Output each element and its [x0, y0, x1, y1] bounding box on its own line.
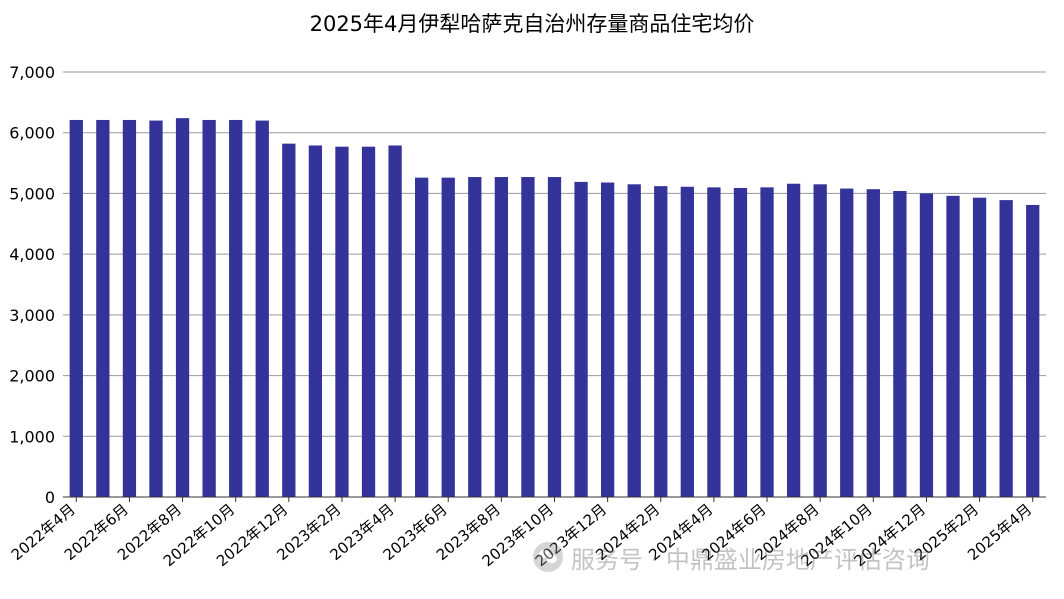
y-tick-label: 1,000 — [9, 427, 55, 446]
bar — [680, 186, 694, 497]
y-tick-label: 0 — [45, 488, 55, 507]
bar — [574, 181, 588, 497]
bar — [335, 146, 349, 497]
bars — [69, 118, 1040, 498]
axes — [63, 496, 1046, 502]
bar — [441, 177, 455, 497]
bar — [175, 118, 190, 498]
y-tick-label: 4,000 — [9, 245, 55, 264]
y-tick-label: 2,000 — [9, 367, 55, 386]
bar — [96, 119, 110, 497]
y-tick-label: 3,000 — [9, 306, 55, 325]
y-tick-labels: 0 1,000 2,000 3,000 4,000 5,000 6,000 7,000 — [9, 63, 55, 507]
bar — [282, 143, 296, 497]
y-tick-label: 7,000 — [9, 63, 55, 82]
bar — [919, 193, 934, 497]
watermark-text: 服务号 · 中鼎盛业房地产评估咨询 — [571, 545, 930, 574]
bar — [521, 177, 535, 498]
bar — [999, 200, 1013, 497]
bar — [255, 120, 269, 498]
bar — [308, 145, 323, 497]
chart-title: 2025年4月伊犁哈萨克自治州存量商品住宅均价 — [309, 12, 755, 36]
bar — [468, 177, 482, 498]
bar — [972, 197, 987, 497]
bar — [840, 188, 854, 498]
y-tick-label: 5,000 — [9, 184, 55, 203]
bar — [547, 177, 562, 498]
bar — [415, 177, 429, 497]
bar — [122, 119, 137, 497]
bar — [600, 182, 615, 497]
bar — [946, 195, 960, 497]
bar — [707, 187, 721, 497]
bar — [733, 187, 748, 497]
bar — [388, 145, 402, 497]
watermark: 服务号 · 中鼎盛业房地产评估咨询 — [533, 537, 1033, 577]
wechat-icon — [533, 542, 563, 572]
bar — [866, 189, 880, 497]
y-tick-label: 6,000 — [9, 124, 55, 143]
bar — [627, 184, 641, 498]
bar — [202, 119, 216, 497]
bar — [893, 191, 907, 497]
bar — [1026, 204, 1040, 497]
bar — [813, 184, 827, 498]
bar — [654, 186, 668, 497]
bar — [494, 177, 509, 498]
bar — [361, 146, 376, 497]
bar — [69, 119, 83, 497]
bar — [229, 119, 243, 497]
bar — [760, 187, 774, 497]
bar — [786, 183, 801, 497]
bar — [149, 120, 163, 498]
